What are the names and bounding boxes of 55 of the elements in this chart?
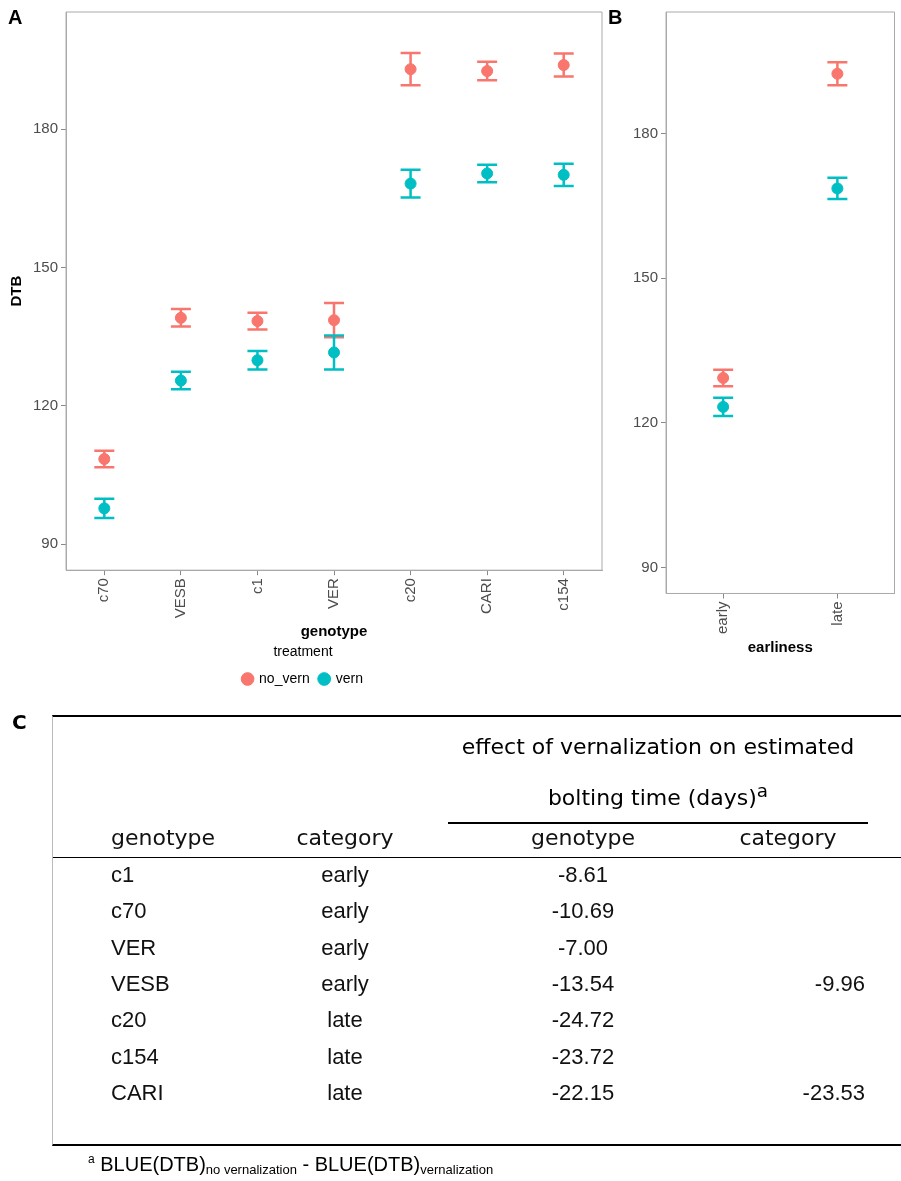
text: $^{a}$ BLUE(DTB)$_{no vernalization}$ - BLUE(DTB)$_{vernalization}$ bbox=[88, 1152, 494, 1177]
text: early bbox=[321, 934, 369, 960]
x-tick-label: late bbox=[827, 601, 845, 626]
chart-title: A bbox=[8, 6, 23, 29]
x-tick-label: VER bbox=[324, 578, 342, 610]
category-label: genotype bbox=[111, 825, 217, 850]
text: -9.96 bbox=[814, 970, 865, 996]
text: VESB bbox=[111, 970, 170, 996]
x-tick-label: early bbox=[713, 600, 731, 634]
text: effect of vernalization on estimated bolting time (days)$^{a}$ bbox=[448, 725, 868, 825]
text: early bbox=[321, 898, 369, 924]
text: late bbox=[327, 1007, 363, 1033]
text: late bbox=[327, 1043, 363, 1069]
y-tick-label: 180 bbox=[33, 119, 59, 137]
y-tick-label: 150 bbox=[633, 268, 659, 286]
y-tick-label: 120 bbox=[33, 396, 59, 414]
text: early bbox=[321, 970, 369, 996]
text: early bbox=[321, 862, 369, 887]
category-label: genotype bbox=[529, 825, 637, 850]
text: c1 bbox=[111, 862, 135, 887]
text: -10.69 bbox=[551, 898, 615, 924]
y-tick-label: 180 bbox=[633, 123, 659, 141]
text: late bbox=[327, 1079, 363, 1105]
x-tick-label: c70 bbox=[94, 578, 112, 603]
text: CARI bbox=[111, 1079, 164, 1105]
text: c154 bbox=[111, 1043, 159, 1069]
text: -8.61 bbox=[557, 862, 609, 887]
x-tick-label: VESB bbox=[171, 578, 189, 619]
category-label: category bbox=[295, 825, 395, 850]
y-tick-label: 120 bbox=[633, 412, 659, 430]
text: -23.72 bbox=[551, 1043, 615, 1069]
chart-title: B bbox=[608, 6, 623, 29]
y-tick-label: 90 bbox=[641, 557, 659, 575]
legend-label: vern bbox=[335, 669, 363, 686]
x-axis-title: genotype bbox=[300, 622, 368, 640]
y-tick-label: 90 bbox=[41, 534, 59, 552]
text: -22.15 bbox=[551, 1079, 615, 1105]
x-axis-title: earliness bbox=[747, 638, 813, 656]
text: c20 bbox=[111, 1007, 147, 1033]
x-tick-label: c20 bbox=[400, 578, 418, 603]
text: -24.72 bbox=[551, 1007, 615, 1033]
x-tick-label: c154 bbox=[553, 578, 571, 611]
text: -7.00 bbox=[557, 934, 609, 960]
x-tick-label: c1 bbox=[247, 578, 265, 595]
x-tick-label: CARI bbox=[477, 578, 495, 615]
y-axis-title: DTB bbox=[7, 275, 25, 307]
y-tick-label: 150 bbox=[33, 257, 59, 275]
text: -13.54 bbox=[551, 970, 615, 996]
text: -23.53 bbox=[802, 1079, 865, 1105]
legend-title: treatment bbox=[273, 643, 333, 660]
category-label: category bbox=[738, 825, 838, 850]
text: VER bbox=[111, 934, 157, 960]
legend-label: no_vern bbox=[259, 669, 310, 686]
text: c70 bbox=[111, 898, 147, 924]
text: C bbox=[12, 710, 27, 734]
